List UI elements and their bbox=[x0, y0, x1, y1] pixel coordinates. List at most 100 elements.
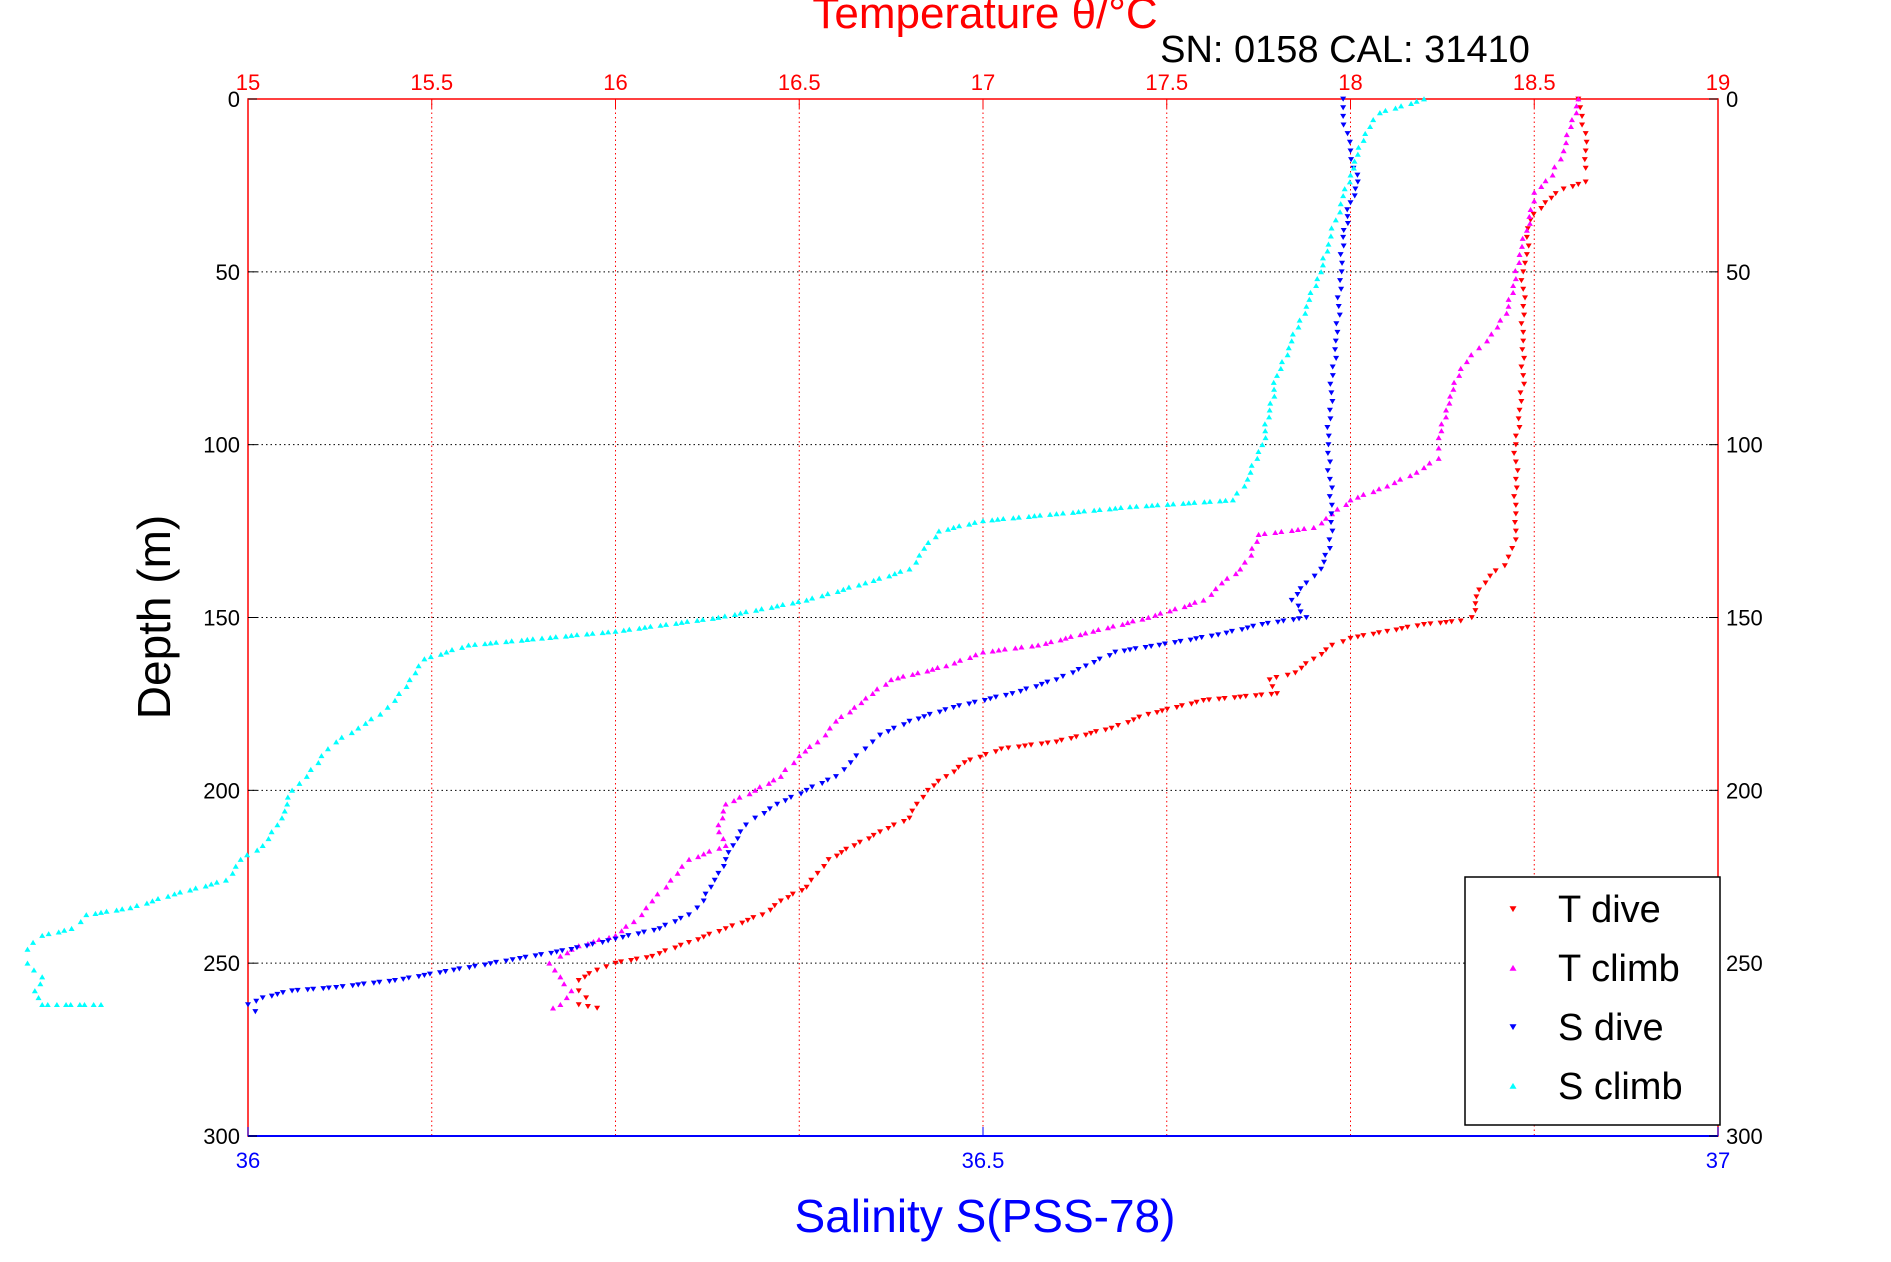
t-climb-point bbox=[1323, 515, 1329, 521]
s-dive-point bbox=[1259, 622, 1266, 628]
s-dive-point bbox=[1332, 347, 1339, 353]
depth-tick-label: 200 bbox=[1726, 778, 1763, 803]
t-dive-point bbox=[643, 955, 650, 961]
s-dive-point bbox=[694, 905, 701, 911]
t-dive-point bbox=[1292, 670, 1299, 676]
s-dive-point bbox=[1329, 364, 1336, 370]
s-climb-point bbox=[950, 524, 957, 531]
y-axis-title: Depth (m) bbox=[128, 515, 180, 719]
t-dive-point bbox=[906, 815, 913, 821]
t-climb-point bbox=[1384, 483, 1391, 489]
s-climb-point bbox=[39, 974, 46, 980]
t-dive-point bbox=[1221, 695, 1228, 702]
t-dive-point bbox=[1457, 618, 1464, 624]
t-climb-point bbox=[791, 759, 798, 766]
s-climb-point bbox=[1015, 514, 1022, 520]
s-dive-point bbox=[862, 746, 869, 752]
s-dive-point bbox=[1121, 648, 1128, 654]
t-climb-point bbox=[900, 673, 907, 679]
t-dive-point bbox=[1512, 511, 1519, 517]
s-climb-point bbox=[1271, 393, 1278, 399]
s-climb-point bbox=[925, 539, 932, 546]
s-dive-point bbox=[605, 938, 612, 944]
t-climb-point bbox=[1512, 276, 1519, 282]
t-climb-point bbox=[929, 666, 936, 672]
t-dive-point bbox=[808, 877, 815, 883]
s-dive-point bbox=[1326, 476, 1333, 482]
t-dive-point bbox=[856, 839, 863, 845]
s-dive-point bbox=[730, 843, 737, 849]
t-dive-point bbox=[1421, 622, 1427, 628]
t-dive-point bbox=[1115, 722, 1122, 729]
t-dive-point bbox=[1102, 727, 1109, 733]
t-dive-point bbox=[1266, 677, 1273, 683]
s-climb-point bbox=[1096, 506, 1103, 513]
t-dive-point bbox=[656, 951, 663, 957]
t-climb-point bbox=[722, 842, 729, 849]
s-climb-point bbox=[1070, 509, 1076, 515]
t-climb-point bbox=[674, 870, 681, 876]
s-dive-point bbox=[890, 725, 897, 731]
s-climb-point bbox=[599, 630, 606, 636]
s-climb-point bbox=[626, 626, 633, 632]
s-climb-point bbox=[421, 656, 428, 662]
s-climb-point bbox=[1244, 476, 1251, 482]
t-climb-point bbox=[720, 836, 727, 842]
t-climb-point bbox=[874, 686, 881, 692]
t-climb-point bbox=[1295, 526, 1301, 533]
t-climb-point bbox=[1110, 623, 1117, 629]
s-dive-point bbox=[503, 958, 510, 964]
s-climb-point bbox=[906, 566, 913, 572]
t-climb-point bbox=[1095, 626, 1102, 632]
s-climb-point bbox=[1277, 365, 1284, 372]
t-climb-point bbox=[1484, 338, 1491, 344]
t-dive-point bbox=[1501, 563, 1508, 569]
t-dive-point bbox=[1521, 312, 1528, 318]
s-dive-point bbox=[1322, 552, 1329, 558]
t-climb-point bbox=[777, 773, 784, 779]
t-climb-point bbox=[557, 953, 564, 959]
s-climb-point bbox=[1328, 225, 1335, 231]
t-dive-point bbox=[1354, 634, 1361, 640]
t-climb-point bbox=[716, 845, 723, 851]
t-climb-point bbox=[862, 695, 869, 701]
s-climb-point bbox=[482, 641, 488, 647]
s-climb-point bbox=[694, 617, 701, 623]
s-climb-point bbox=[1398, 103, 1405, 109]
t-climb-point bbox=[1557, 156, 1564, 162]
s-dive-point bbox=[1347, 148, 1354, 154]
depth-tick-label: 50 bbox=[1726, 260, 1750, 285]
s-dive-point bbox=[310, 986, 317, 992]
s-dive-point bbox=[853, 753, 860, 759]
s-dive-point bbox=[1132, 646, 1139, 652]
s-dive-point bbox=[1280, 618, 1287, 624]
s-climb-point bbox=[493, 639, 500, 645]
t-dive-point bbox=[1370, 631, 1377, 637]
s-climb-point bbox=[620, 627, 627, 633]
s-climb-point bbox=[673, 620, 680, 626]
t-climb-point bbox=[1310, 524, 1317, 531]
s-climb-point bbox=[222, 877, 229, 883]
s-dive-point bbox=[259, 995, 266, 1001]
s-dive-point bbox=[252, 1009, 259, 1015]
t-dive-point bbox=[1520, 329, 1527, 336]
s-dive-point bbox=[662, 922, 669, 928]
s-dive-point bbox=[1208, 633, 1215, 639]
s-climb-point bbox=[278, 815, 285, 821]
t-climb-point bbox=[814, 739, 821, 745]
t-dive-point bbox=[1522, 260, 1529, 266]
t-dive-point bbox=[1154, 710, 1161, 716]
s-dive-point bbox=[987, 696, 994, 702]
depth-tick-label: 250 bbox=[203, 951, 240, 976]
t-dive-point bbox=[1511, 450, 1518, 457]
t-dive-point bbox=[759, 912, 766, 918]
t-climb-point bbox=[1139, 616, 1146, 622]
s-climb-point bbox=[966, 521, 973, 527]
t-dive-point bbox=[998, 746, 1005, 752]
t-dive-point bbox=[767, 907, 774, 913]
t-dive-point bbox=[1582, 179, 1589, 185]
t-climb-point bbox=[706, 848, 713, 854]
t-climb-point bbox=[1516, 251, 1523, 257]
s-dive-point bbox=[370, 980, 377, 986]
s-dive-point bbox=[981, 698, 988, 704]
